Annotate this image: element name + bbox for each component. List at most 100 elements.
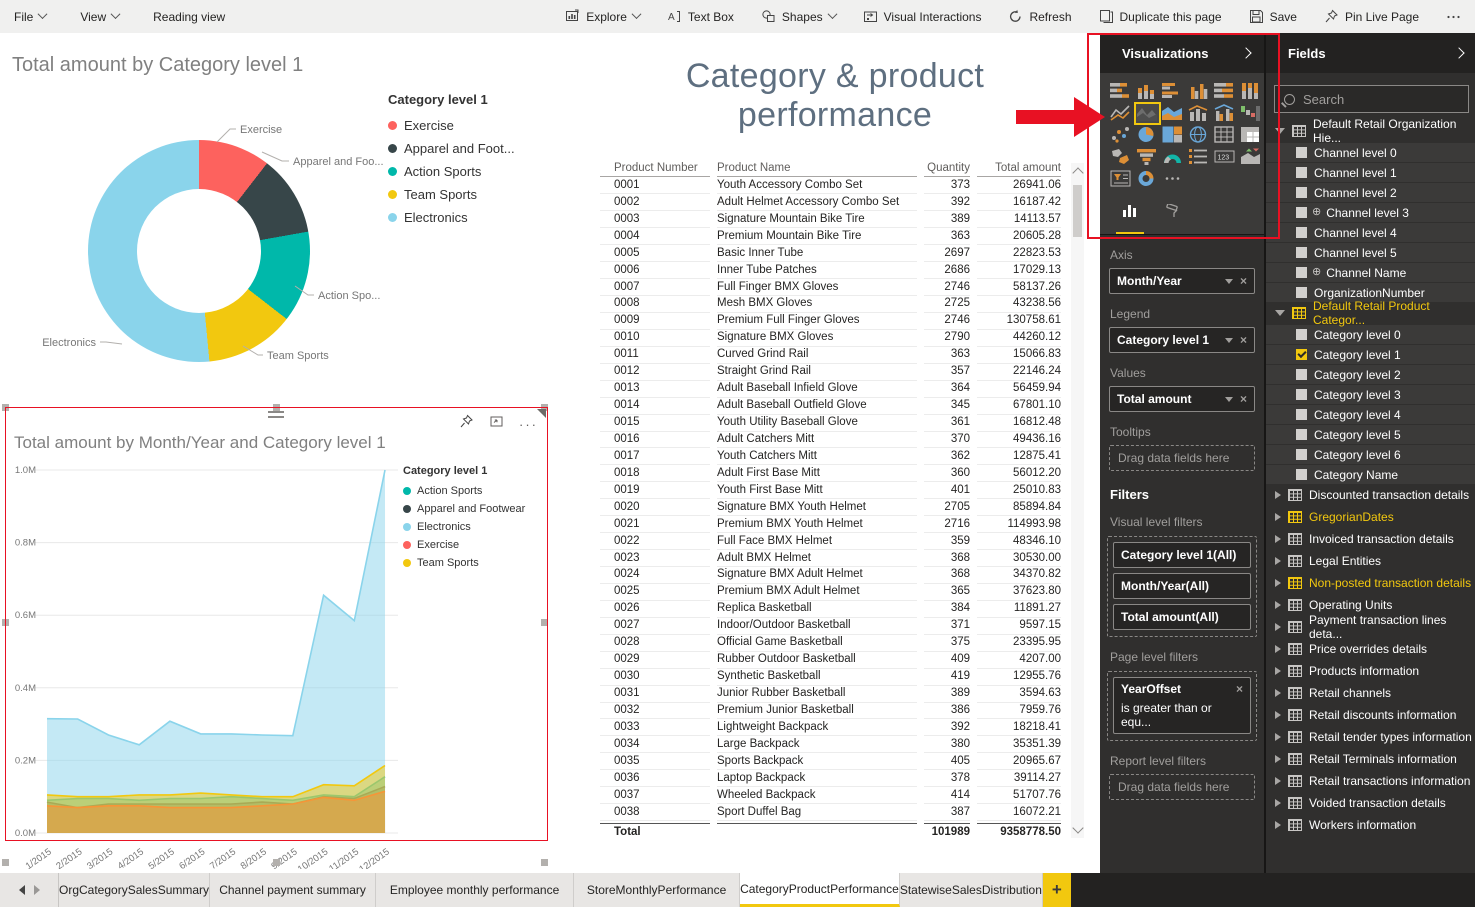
table-row[interactable]: 0024 Signature BMX Adult Helmet 368 3437… <box>600 567 1085 584</box>
expand-triangle-icon[interactable] <box>1275 799 1281 807</box>
pill-dropdown-icon[interactable] <box>1224 278 1233 284</box>
pill-dropdown-icon[interactable] <box>1224 337 1233 343</box>
field-well-pill[interactable]: Total amount × <box>1109 386 1255 412</box>
field-item[interactable]: Channel level 2 <box>1266 183 1475 202</box>
filter-pill[interactable]: Total amount(All) <box>1113 604 1251 630</box>
field-item[interactable]: Category level 2 <box>1266 365 1475 384</box>
field-checkbox[interactable] <box>1296 187 1307 198</box>
scroll-up-icon[interactable] <box>1072 167 1084 179</box>
field-well-pill[interactable]: Month/Year × <box>1109 268 1255 294</box>
table-row[interactable]: 0034 Large Backpack 380 35351.39 <box>600 736 1085 754</box>
legend-item[interactable]: Apparel and Footwear <box>403 500 525 518</box>
area-chart-icon[interactable] <box>1134 102 1161 125</box>
pill-remove-icon[interactable]: × <box>1239 333 1247 347</box>
page-tab-Channel payment summary[interactable]: Channel payment summary <box>210 873 377 907</box>
field-item[interactable]: Channel level 4 <box>1266 223 1475 242</box>
table-row[interactable]: 0010 Signature BMX Gloves 2790 44260.12 <box>600 329 1085 347</box>
table-row[interactable]: 0031 Junior Rubber Basketball 389 3594.6… <box>600 685 1085 703</box>
expand-triangle-icon[interactable] <box>1275 777 1281 785</box>
expand-triangle-icon[interactable] <box>1275 623 1281 631</box>
pill-dropdown-icon[interactable] <box>1224 396 1233 402</box>
report-level-filters-dropzone[interactable]: Drag data fields here <box>1109 774 1255 800</box>
page-tab-OrgCategorySalesSummary[interactable]: OrgCategorySalesSummary <box>59 873 211 907</box>
table-row[interactable]: 0035 Sports Backpack 405 20965.67 <box>600 753 1085 771</box>
scroll-down-icon[interactable] <box>1072 822 1084 834</box>
viz-format-tab[interactable] <box>1166 203 1182 234</box>
clustered-column-chart-icon[interactable] <box>1186 80 1211 101</box>
legend-item[interactable]: Action Sports <box>403 482 525 500</box>
expand-triangle-icon[interactable] <box>1275 513 1281 521</box>
area-chart-visual[interactable]: ··· Total amount by Month/Year and Categ… <box>2 404 548 869</box>
matrix-icon[interactable] <box>1238 124 1263 145</box>
fields-table-collapsed[interactable]: Voided transaction details <box>1266 793 1475 813</box>
table-row[interactable]: 0006 Inner Tube Patches 2686 17029.13 <box>600 262 1085 280</box>
legend-item[interactable]: Electronics <box>388 206 515 229</box>
expand-triangle-icon[interactable] <box>1275 557 1281 565</box>
expand-triangle-icon[interactable] <box>1275 535 1281 543</box>
table-row[interactable]: 0033 Lightweight Backpack 392 18218.41 <box>600 719 1085 737</box>
fields-table-collapsed[interactable]: Products information <box>1266 661 1475 681</box>
field-checkbox[interactable] <box>1296 369 1307 380</box>
table-row[interactable]: 0014 Adult Baseball Outfield Glove 345 6… <box>600 397 1085 415</box>
page-tab-Employee monthly performance[interactable]: Employee monthly performance <box>376 873 575 907</box>
line-chart-icon[interactable] <box>1108 102 1133 123</box>
table-row[interactable]: 0008 Mesh BMX Gloves 2725 43238.56 <box>600 296 1085 313</box>
field-well-pill[interactable]: Category level 1 × <box>1109 327 1255 353</box>
100-stacked-bar-chart-icon[interactable] <box>1212 80 1237 101</box>
expand-triangle-icon[interactable] <box>1275 667 1281 675</box>
selection-handle[interactable] <box>273 404 280 411</box>
table-row[interactable]: 0032 Premium Junior Basketball 386 7959.… <box>600 702 1085 720</box>
selection-handle[interactable] <box>2 619 9 626</box>
fields-table-collapsed[interactable]: Retail Terminals information <box>1266 749 1475 769</box>
field-item[interactable]: Category level 5 <box>1266 425 1475 444</box>
field-checkbox[interactable] <box>1296 429 1307 440</box>
fields-table-collapsed[interactable]: Retail transactions information <box>1266 771 1475 791</box>
line-clustered-column-chart-icon[interactable] <box>1212 102 1237 123</box>
pill-remove-icon[interactable]: × <box>1235 682 1243 696</box>
filled-map-icon[interactable] <box>1108 146 1133 167</box>
focus-mode-icon[interactable] <box>489 414 504 434</box>
legend-item[interactable]: Team Sports <box>403 554 525 572</box>
table-row[interactable]: 0012 Straight Grind Rail 357 22146.24 <box>600 363 1085 381</box>
table-row[interactable]: 0009 Premium Full Finger Gloves 2746 130… <box>600 312 1085 330</box>
selection-handle[interactable] <box>273 859 280 866</box>
table-row[interactable]: 0023 Adult BMX Helmet 368 30530.00 <box>600 550 1085 567</box>
field-checkbox[interactable] <box>1296 389 1307 400</box>
fields-table-collapsed[interactable]: Non-posted transaction details <box>1266 573 1475 593</box>
waterfall-chart-icon[interactable] <box>1238 102 1263 123</box>
scrollbar-thumb[interactable] <box>1073 185 1082 237</box>
add-page-button[interactable]: + <box>1042 873 1071 907</box>
fields-table-collapsed[interactable]: GregorianDates <box>1266 507 1475 527</box>
field-checkbox[interactable] <box>1296 449 1307 460</box>
next-page-icon[interactable] <box>33 885 40 895</box>
field-item[interactable]: Category level 4 <box>1266 405 1475 424</box>
expand-triangle-icon[interactable] <box>1275 601 1281 609</box>
funnel-icon[interactable] <box>1134 146 1159 167</box>
donut-chart-icon[interactable] <box>1134 168 1159 189</box>
selection-handle[interactable] <box>2 859 9 866</box>
visual-options-icon[interactable]: ··· <box>519 416 538 432</box>
field-checkbox[interactable] <box>1296 167 1307 178</box>
selection-handle[interactable] <box>541 619 548 626</box>
fields-table-collapsed[interactable]: Operating Units <box>1266 595 1475 615</box>
fields-search-input[interactable]: Search <box>1274 85 1469 113</box>
fields-table-collapsed[interactable]: Retail tender types information <box>1266 727 1475 747</box>
100-stacked-column-chart-icon[interactable] <box>1238 80 1263 101</box>
table-row[interactable]: 0017 Youth Catchers Mitt 362 12875.41 <box>600 448 1085 466</box>
table-row[interactable]: 0016 Adult Catchers Mitt 370 49436.16 <box>600 431 1085 449</box>
table-scrollbar[interactable] <box>1071 163 1084 838</box>
table-row[interactable]: 0026 Replica Basketball 384 11891.27 <box>600 600 1085 618</box>
expand-triangle-icon[interactable] <box>1275 491 1281 499</box>
legend-item[interactable]: Exercise <box>403 536 525 554</box>
slicer-icon[interactable] <box>1108 168 1133 189</box>
field-checkbox[interactable] <box>1296 287 1307 298</box>
card-icon[interactable]: 123 <box>1212 146 1237 167</box>
table-row[interactable]: 0028 Official Game Basketball 375 23395.… <box>600 634 1085 652</box>
filter-pill[interactable]: Month/Year(All) <box>1113 573 1251 599</box>
field-checkbox[interactable] <box>1296 409 1307 420</box>
field-item[interactable]: OrganizationNumber <box>1266 283 1475 302</box>
toolbar-item-duplicate-page[interactable]: Duplicate this page <box>1099 9 1222 24</box>
field-checkbox[interactable] <box>1296 147 1307 158</box>
table-row[interactable]: 0018 Adult First Base Mitt 360 56012.20 <box>600 465 1085 483</box>
collapse-panel-icon[interactable] <box>1240 47 1252 59</box>
